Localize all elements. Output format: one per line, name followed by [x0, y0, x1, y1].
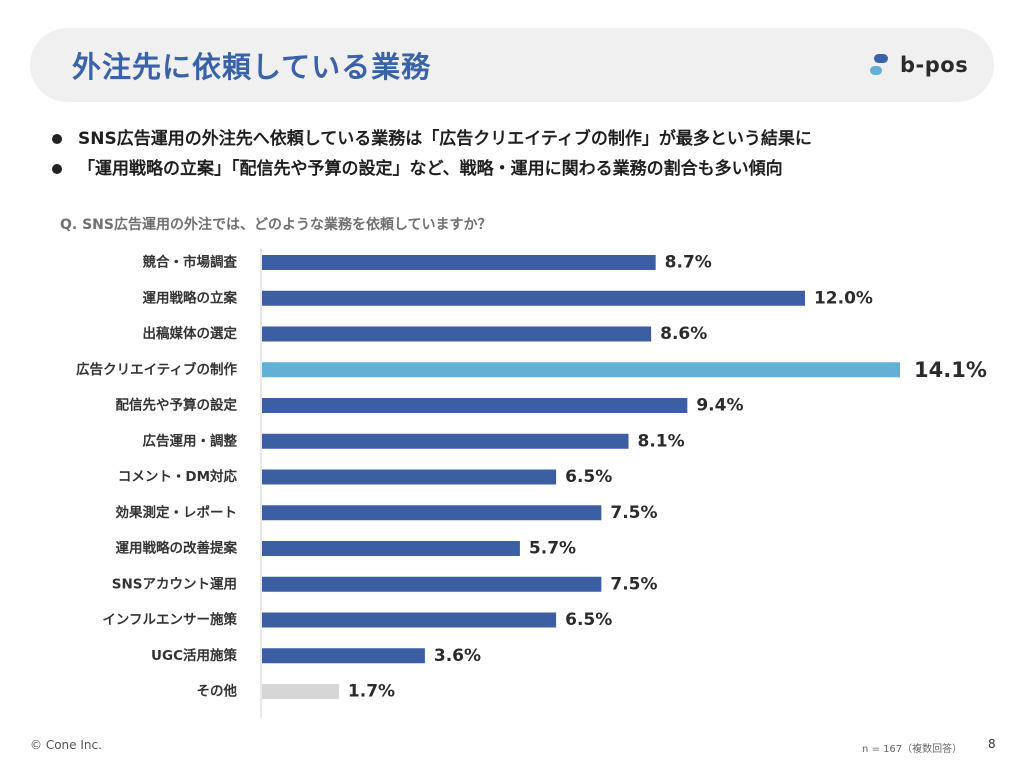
- header-banner: [30, 28, 994, 102]
- category-label: 配信先や予算の設定: [116, 397, 238, 414]
- bullet-dot-icon: [52, 164, 62, 174]
- bar: [262, 684, 339, 699]
- bar: [262, 505, 602, 521]
- value-label: 6.5%: [565, 467, 612, 487]
- bullet-dot-icon: [52, 134, 62, 144]
- value-label: 7.5%: [610, 574, 657, 594]
- category-label: インフルエンサー施策: [102, 611, 237, 628]
- sample-size-note: n = 167（複数回答）: [862, 744, 963, 755]
- copyright: © Cone Inc.: [30, 738, 102, 752]
- bar: [262, 469, 557, 485]
- value-label: 8.1%: [638, 431, 685, 451]
- category-label: 出稿媒体の選定: [143, 325, 238, 342]
- bar: [262, 612, 557, 628]
- bar: [262, 326, 652, 342]
- bar: [262, 255, 656, 270]
- value-label: 1.7%: [348, 682, 395, 702]
- bullet-item: 「運用戦略の立案」「配信先や予算の設定」など、戦略・運用に関わる業務の割合も多い…: [52, 154, 812, 184]
- page-title: 外注先に依頼している業務: [72, 50, 432, 84]
- value-label: 6.5%: [565, 610, 612, 630]
- category-label: 競合・市場調査: [143, 254, 238, 271]
- survey-question: Q. SNS広告運用の外注では、どのような業務を依頼していますか？: [60, 217, 492, 233]
- category-label: SNSアカウント運用: [112, 576, 237, 592]
- bullet-text: SNS広告運用の外注先へ依頼している業務は「広告クリエイティブの制作」が最多とい…: [78, 129, 812, 149]
- category-label: 広告クリエイティブの制作: [76, 361, 237, 378]
- category-label: 運用戦略の改善提案: [116, 540, 238, 557]
- bar: [262, 398, 688, 413]
- bar: [262, 290, 805, 306]
- value-label: 8.6%: [660, 324, 707, 344]
- value-label: 7.5%: [610, 503, 657, 523]
- bar: [262, 433, 629, 449]
- value-label: 9.4%: [696, 396, 743, 416]
- page-number: 8: [988, 737, 996, 751]
- category-label: その他: [197, 683, 238, 700]
- bar: [262, 576, 602, 592]
- category-label: 運用戦略の立案: [143, 289, 238, 306]
- value-label: 5.7%: [529, 539, 576, 559]
- category-label: コメント・DM対応: [118, 468, 238, 485]
- brand-logo: b-pos: [868, 52, 968, 78]
- value-label: 14.1%: [914, 358, 987, 382]
- value-label: 12.0%: [814, 288, 873, 308]
- bar-chart: 競合・市場調査 8.7% 運用戦略の立案 12.0% 出稿媒体の選定 8.6% 広告クリエイ…: [76, 248, 987, 718]
- value-label: 8.7%: [665, 253, 712, 273]
- value-label: 3.6%: [434, 646, 481, 666]
- b-pos-logo-icon: [870, 54, 888, 75]
- bar: [262, 648, 425, 664]
- category-label: 効果測定・レポート: [116, 504, 238, 521]
- category-label: UGC活用施策: [151, 647, 237, 664]
- summary-bullets: SNS広告運用の外注先へ依頼している業務は「広告クリエイティブの制作」が最多とい…: [52, 124, 812, 184]
- logo-text: b-pos: [900, 53, 969, 77]
- bullet-text: 「運用戦略の立案」「配信先や予算の設定」など、戦略・運用に関わる業務の割合も多い…: [78, 159, 783, 179]
- bar: [262, 541, 520, 556]
- bar: [262, 362, 900, 378]
- category-label: 広告運用・調整: [143, 432, 238, 449]
- bullet-item: SNS広告運用の外注先へ依頼している業務は「広告クリエイティブの制作」が最多とい…: [52, 124, 812, 154]
